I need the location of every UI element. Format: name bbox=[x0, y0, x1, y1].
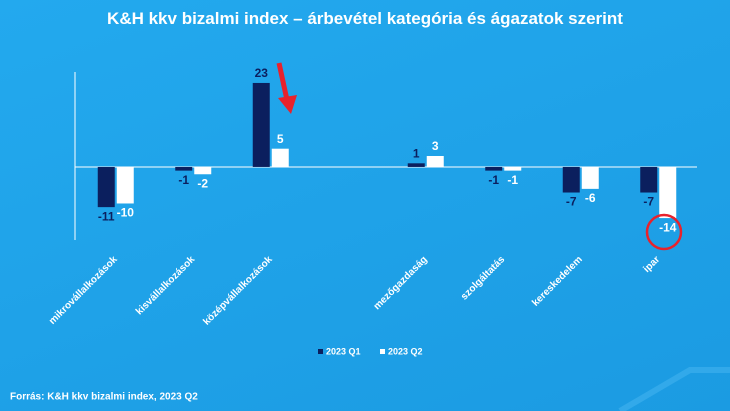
bar bbox=[659, 166, 677, 219]
legend-label: 2023 Q1 bbox=[326, 346, 361, 356]
x-tick-label: középvállalkozások bbox=[201, 254, 275, 328]
highlight-arrow bbox=[276, 62, 290, 101]
x-tick-label: kereskedelem bbox=[530, 254, 585, 309]
x-tick-label: mikrovállalkozások bbox=[47, 254, 120, 327]
data-label: 5 bbox=[277, 132, 284, 146]
legend-swatch bbox=[318, 349, 323, 354]
data-label: -10 bbox=[117, 206, 135, 220]
bar bbox=[194, 166, 212, 175]
x-tick-label: ipar bbox=[641, 254, 662, 275]
bar bbox=[271, 148, 289, 167]
data-label: -1 bbox=[488, 173, 499, 187]
data-label: -1 bbox=[178, 173, 189, 187]
data-label: -11 bbox=[98, 209, 115, 223]
legend-label: 2023 Q2 bbox=[388, 346, 423, 356]
data-label: 3 bbox=[432, 139, 439, 153]
data-label: 23 bbox=[255, 66, 269, 80]
data-label: -7 bbox=[643, 195, 654, 209]
bar bbox=[581, 166, 599, 189]
data-label: -2 bbox=[197, 176, 208, 190]
bar bbox=[116, 166, 134, 204]
bar bbox=[175, 166, 193, 171]
bar bbox=[252, 82, 270, 167]
bar bbox=[640, 166, 658, 193]
bar bbox=[504, 166, 522, 171]
chart-title: K&H kkv bizalmi index – árbevétel kategó… bbox=[107, 9, 623, 28]
highlight-circle bbox=[645, 213, 683, 251]
bar bbox=[407, 163, 425, 167]
bar bbox=[97, 166, 115, 208]
decoration bbox=[618, 367, 730, 411]
bar bbox=[485, 166, 503, 171]
data-label: -6 bbox=[585, 191, 596, 205]
highlight-arrow-head bbox=[278, 95, 297, 114]
bar bbox=[562, 166, 580, 193]
x-tick-label: kisvállalkozások bbox=[134, 254, 198, 318]
data-label: -14 bbox=[659, 220, 677, 234]
data-label: -7 bbox=[566, 195, 577, 209]
x-tick-label: szolgáltatás bbox=[459, 254, 508, 303]
source-note: Forrás: K&H kkv bizalmi index, 2023 Q2 bbox=[10, 392, 198, 403]
bar bbox=[426, 156, 444, 167]
data-label: 1 bbox=[413, 146, 420, 160]
data-label: -1 bbox=[507, 173, 518, 187]
legend-swatch bbox=[380, 349, 385, 354]
x-tick-label: mezőgazdaság bbox=[372, 254, 430, 312]
